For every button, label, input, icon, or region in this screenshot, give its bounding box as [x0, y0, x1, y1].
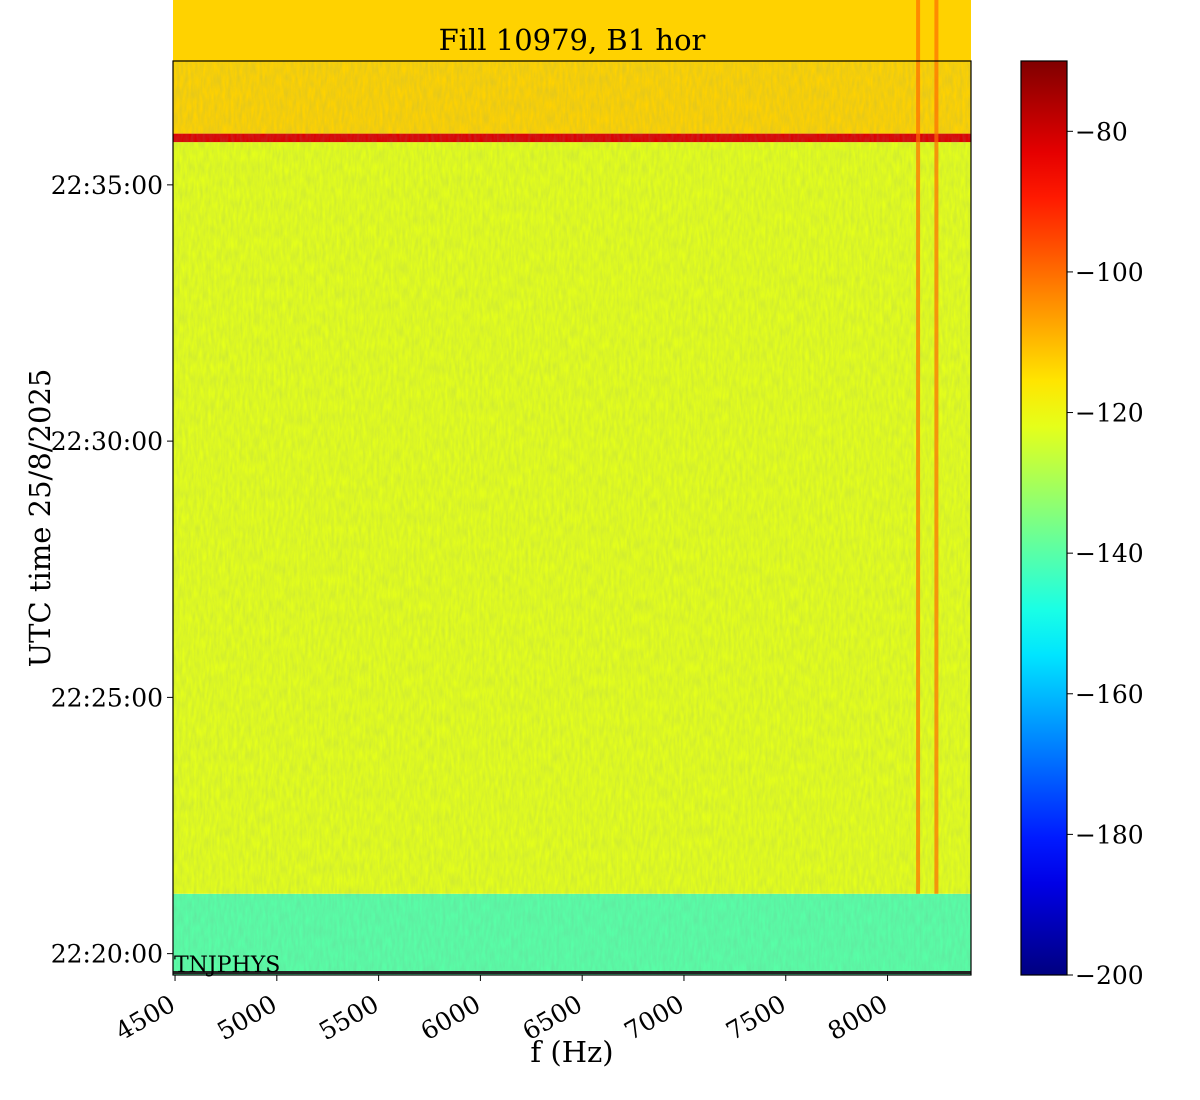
colorbar-tick-label: −120 [1075, 399, 1144, 428]
colorbar-tick-label: −80 [1075, 117, 1128, 146]
x-tick-label: 8000 [823, 989, 893, 1046]
heatmap-texture [173, 61, 971, 975]
x-tick-label: 4500 [110, 989, 180, 1046]
colorbar-tick-label: −200 [1075, 961, 1144, 990]
x-tick-label: 5500 [314, 989, 384, 1046]
colorbar-gradient [1021, 61, 1067, 975]
plot-frame [172, 60, 972, 976]
x-tick-label: 6000 [416, 989, 486, 1046]
colorbar-tick-label: −140 [1075, 539, 1144, 568]
plot-area [173, 0, 971, 975]
x-tick-label: 5000 [212, 989, 282, 1046]
colorbar-tick-label: −160 [1075, 680, 1144, 709]
baseline-line [173, 971, 971, 974]
y-axis-label: UTC time 25/8/2025 [23, 369, 57, 668]
chart-title: Fill 10979, B1 hor [439, 23, 706, 57]
x-tick-label: 7500 [721, 989, 791, 1046]
y-tick-label: 22:20:00 [51, 940, 163, 969]
y-axis: 22:20:0022:25:0022:30:0022:35:0022:40:00… [51, 171, 173, 969]
colorbar-tick-label: −180 [1075, 820, 1144, 849]
colorbar-frame [1020, 60, 1068, 976]
y-tick-label: 22:30:00 [51, 427, 163, 456]
colorbar: −80 −100 −120 −140 −160 −180 −200 [1021, 61, 1144, 990]
x-axis: 4500 5000 5500 6000 6500 7000 7500 8000 [110, 975, 893, 1046]
colorbar-tick-label: −100 [1075, 258, 1144, 287]
y-tick-label: 22:25:00 [51, 683, 163, 712]
x-axis-label: f (Hz) [530, 1035, 613, 1069]
x-tick-label: 7000 [619, 989, 689, 1046]
watermark: TNJPHYS [174, 953, 280, 978]
spectral-line [934, 0, 939, 894]
y-tick-label: 22:35:00 [51, 171, 163, 200]
spectral-line [916, 0, 921, 894]
